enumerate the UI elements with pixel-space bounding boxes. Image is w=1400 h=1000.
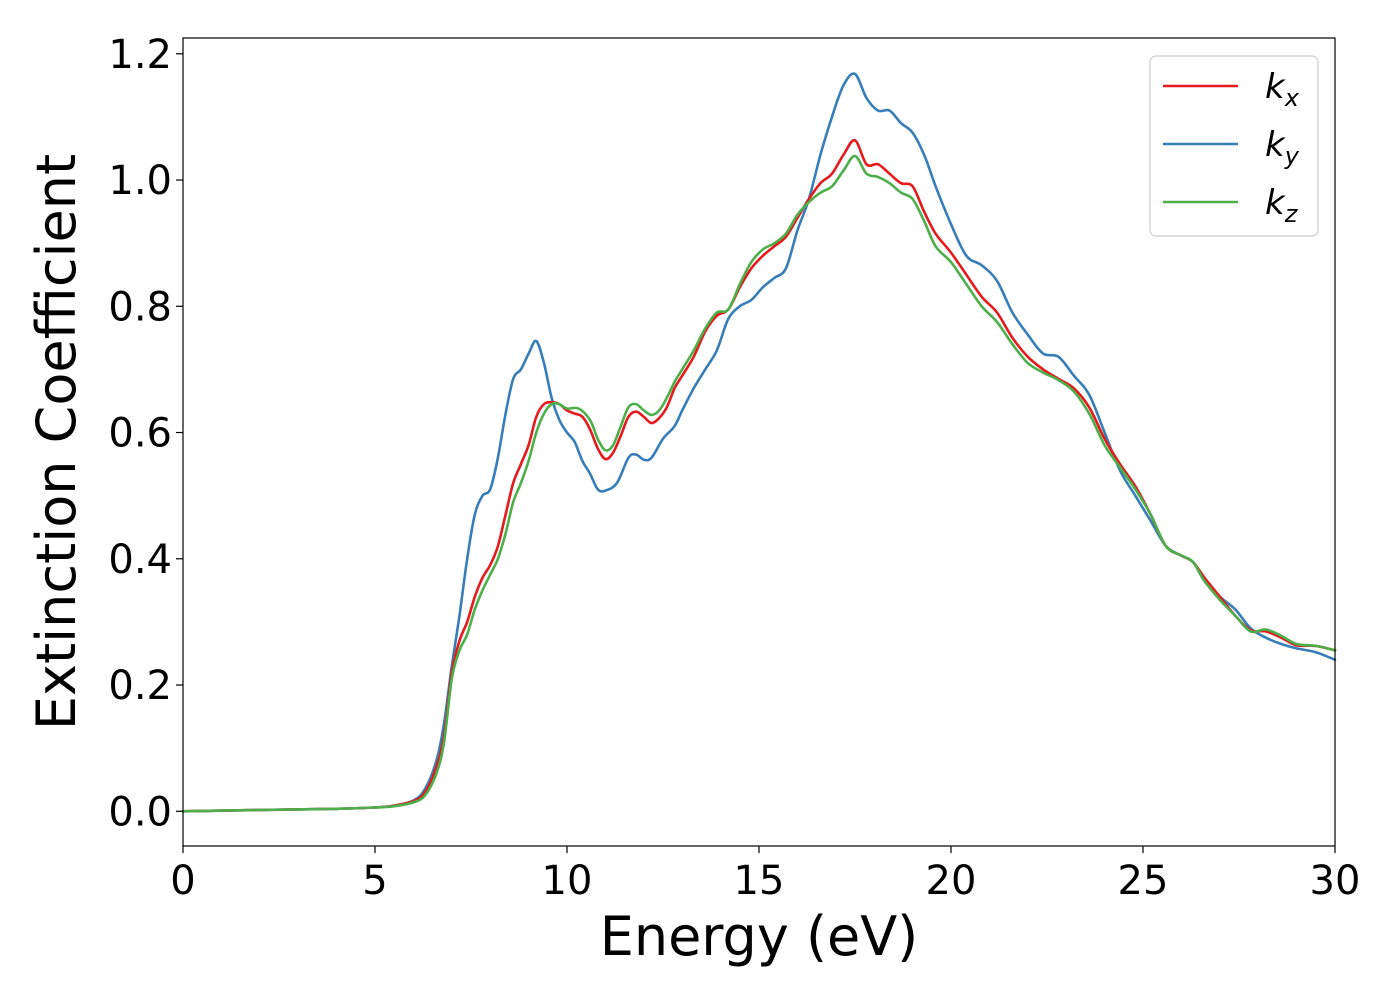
legend-label-main: k <box>1265 67 1286 107</box>
x-tick-label: 5 <box>362 858 387 904</box>
x-tick-label: 25 <box>1118 858 1169 904</box>
legend-label-main: k <box>1265 125 1286 165</box>
x-tick-label: 0 <box>170 858 195 904</box>
legend-label-subscript: z <box>1284 200 1299 228</box>
x-tick-label: 15 <box>734 858 785 904</box>
x-tick-label: 10 <box>542 858 593 904</box>
y-tick-label: 0.2 <box>108 663 172 709</box>
y-tick-label: 0.4 <box>108 537 172 583</box>
y-tick-label: 1.0 <box>108 158 172 204</box>
series-layer <box>181 72 1337 813</box>
x-axis-label: Energy (eV) <box>600 905 919 968</box>
x-tick-label: 20 <box>926 858 977 904</box>
plot-background <box>183 38 1335 846</box>
legend-label-kz: kz <box>1265 183 1299 228</box>
legend-label-ky: ky <box>1265 125 1300 170</box>
legend-label-main: k <box>1265 183 1286 223</box>
series-line-kz <box>181 154 1337 813</box>
legend-box <box>1149 55 1319 237</box>
y-axis: 0.0 0.2 0.4 0.6 0.8 1.0 1.2 <box>108 32 183 835</box>
y-tick-label: 1.2 <box>108 32 172 78</box>
y-tick-label: 0.0 <box>108 789 172 835</box>
x-tick-label: 30 <box>1310 858 1361 904</box>
y-tick-label: 0.8 <box>108 284 172 330</box>
legend-label-kx: kx <box>1265 67 1300 112</box>
legend-label-subscript: y <box>1284 142 1300 170</box>
y-axis-label: Extinction Coefficient <box>25 154 88 730</box>
y-tick-label: 0.6 <box>108 411 172 457</box>
x-axis: 0 5 10 15 20 25 30 <box>170 846 1360 904</box>
legend-label-subscript: x <box>1284 84 1300 112</box>
